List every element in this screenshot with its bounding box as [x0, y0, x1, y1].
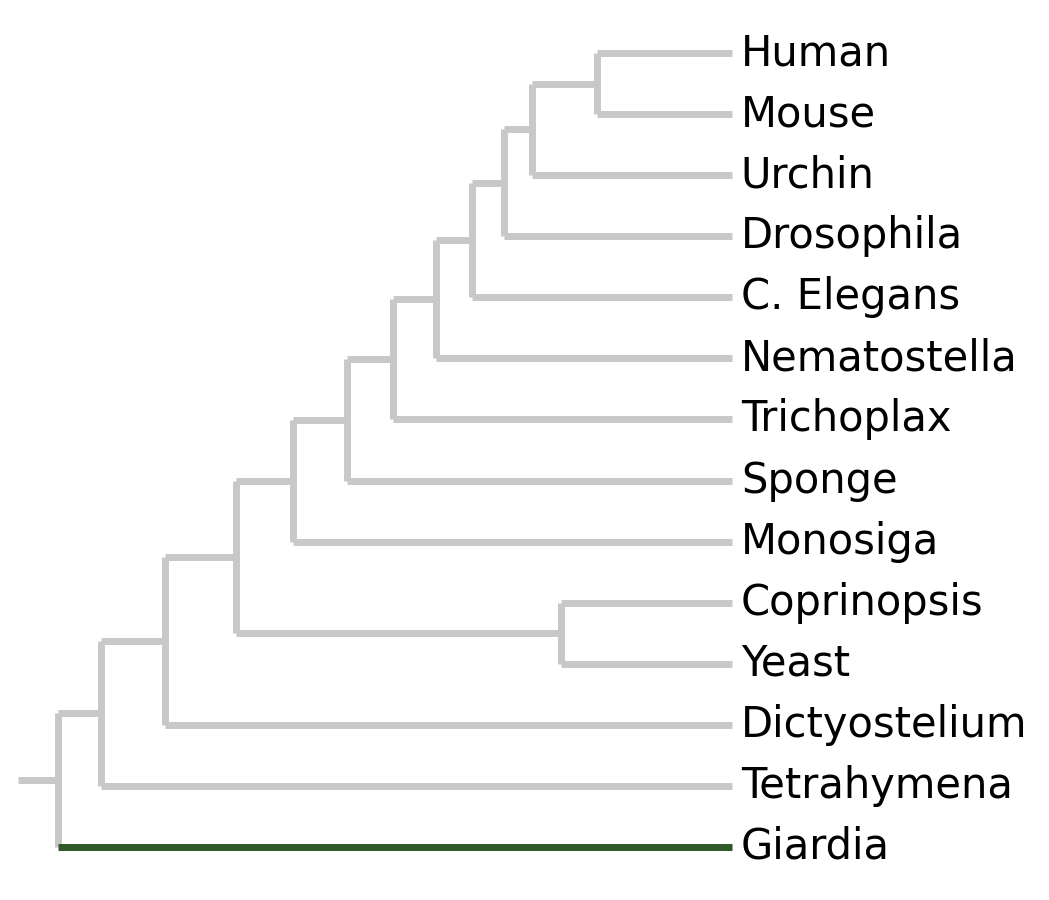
Text: Drosophila: Drosophila — [741, 215, 963, 257]
Text: Mouse: Mouse — [741, 93, 876, 135]
Text: Monosiga: Monosiga — [741, 520, 939, 562]
Text: C. Elegans: C. Elegans — [741, 276, 960, 319]
Text: Trichoplax: Trichoplax — [741, 399, 951, 440]
Text: Yeast: Yeast — [741, 643, 850, 685]
Text: Giardia: Giardia — [741, 826, 890, 868]
Text: Nematostella: Nematostella — [741, 338, 1018, 380]
Text: Dictyostelium: Dictyostelium — [741, 704, 1027, 746]
Text: Urchin: Urchin — [741, 154, 875, 196]
Text: Coprinopsis: Coprinopsis — [741, 581, 983, 624]
Text: Human: Human — [741, 32, 891, 74]
Text: Tetrahymena: Tetrahymena — [741, 765, 1012, 807]
Text: Sponge: Sponge — [741, 460, 898, 501]
